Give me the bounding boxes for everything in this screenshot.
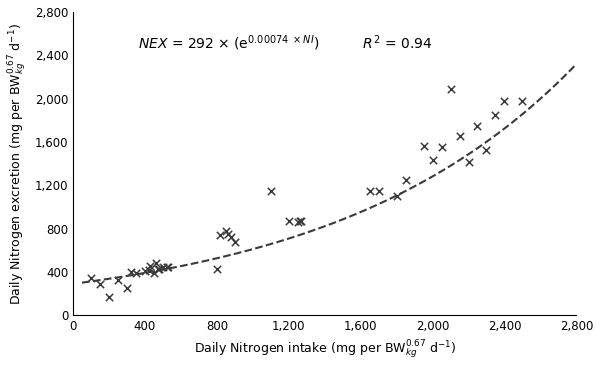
Point [230, 239, 239, 245]
Point [482, 147, 491, 153]
Point [223, 231, 232, 237]
Point [428, 158, 437, 163]
Point [473, 123, 482, 129]
Point [266, 188, 275, 194]
Point [163, 264, 173, 270]
Point [295, 218, 304, 224]
Point [455, 132, 464, 138]
Point [131, 270, 141, 276]
Point [401, 177, 410, 183]
Point [464, 159, 473, 164]
Point [226, 234, 236, 240]
Point [296, 218, 306, 224]
Point [153, 266, 163, 272]
Y-axis label: Daily Nitrogen excretion (mg per BW$^{0.67}_{kg}$ d$^{-1}$): Daily Nitrogen excretion (mg per BW$^{0.… [7, 23, 29, 305]
X-axis label: Daily Nitrogen intake (mg per BW$^{0.67}_{kg}$ d$^{-1}$): Daily Nitrogen intake (mg per BW$^{0.67}… [194, 339, 456, 361]
Point [500, 98, 509, 104]
Point [419, 144, 428, 149]
Point [491, 112, 500, 118]
Point [293, 219, 302, 225]
Point [365, 188, 374, 194]
Point [146, 263, 155, 269]
Point [151, 261, 161, 266]
Text: $\mathit{NEX}$ = 292 × (e$^{0.00074\ \times \mathit{NI}}$)          $\mathit{R}^: $\mathit{NEX}$ = 292 × (e$^{0.00074\ \ti… [139, 33, 433, 53]
Point [144, 268, 154, 273]
Point [221, 228, 230, 234]
Point [212, 266, 221, 272]
Point [284, 218, 293, 224]
Point [215, 232, 225, 238]
Point [95, 281, 105, 287]
Point [446, 86, 455, 92]
Point [374, 188, 383, 194]
Point [162, 264, 172, 270]
Point [104, 294, 114, 300]
Point [518, 98, 527, 104]
Point [86, 275, 96, 280]
Point [113, 277, 123, 283]
Point [158, 264, 168, 270]
Point [126, 269, 136, 275]
Point [122, 286, 132, 291]
Point [149, 270, 159, 276]
Point [155, 266, 164, 272]
Point [392, 193, 401, 199]
Point [140, 268, 150, 274]
Point [437, 145, 446, 151]
